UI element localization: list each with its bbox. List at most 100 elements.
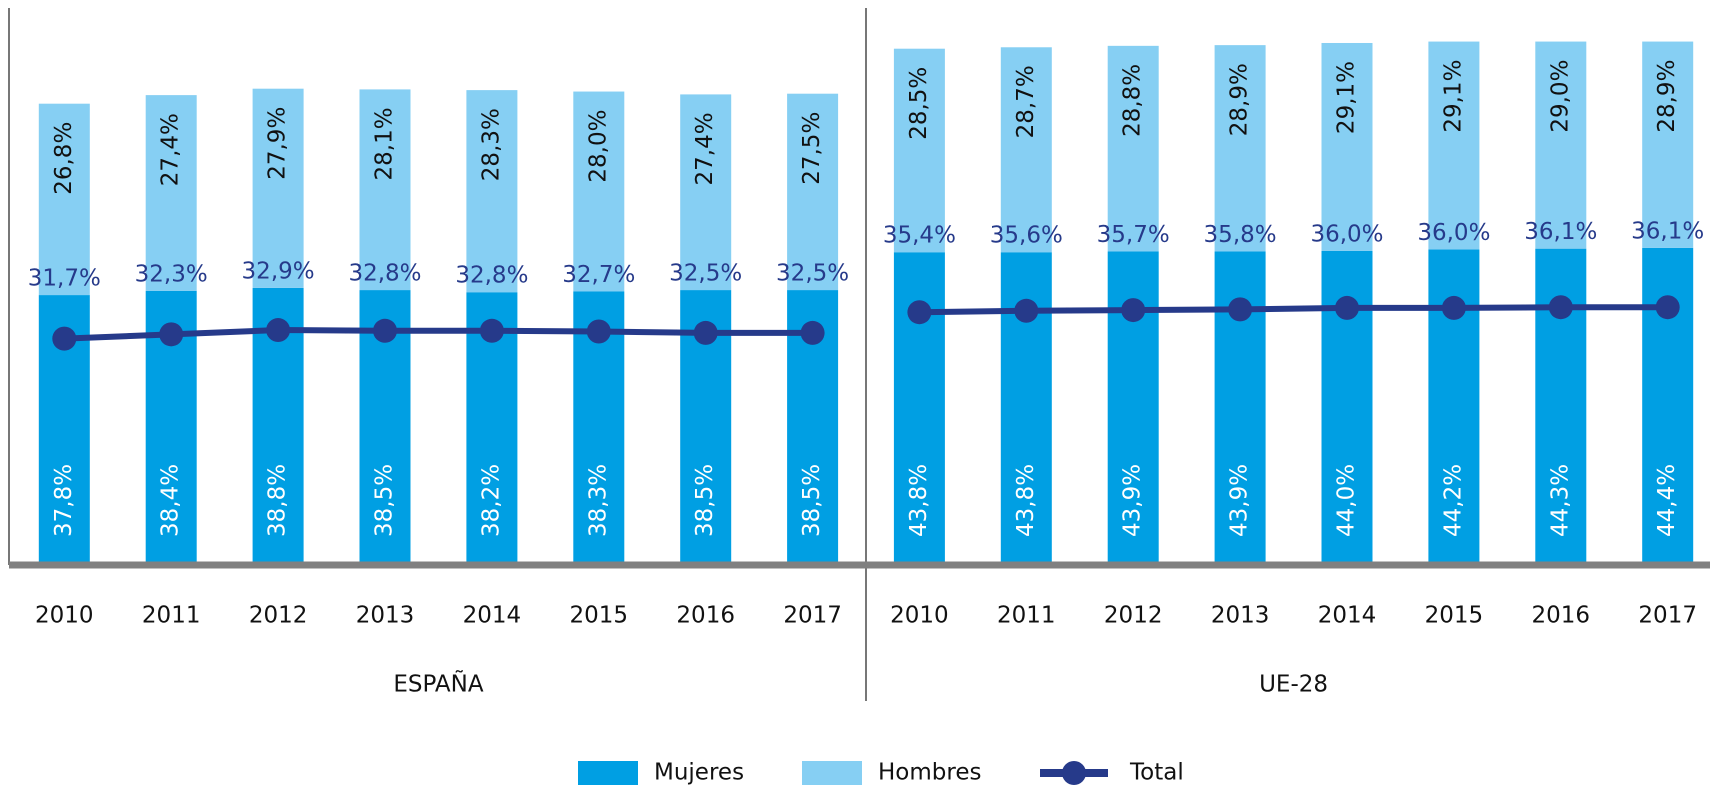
data-label: 36,1%: [1631, 218, 1704, 244]
data-label: 35,6%: [990, 223, 1063, 249]
bar-segment: [1321, 42, 1373, 251]
legend-swatch: [1062, 761, 1086, 785]
line-point: [1014, 298, 1039, 323]
x-tick-label: 2017: [783, 603, 842, 629]
data-label: 28,9%: [1654, 60, 1680, 133]
line-point: [266, 318, 291, 343]
bar-segment: [1535, 41, 1587, 249]
x-tick-label: 2011: [142, 603, 201, 629]
x-tick-label: 2016: [676, 603, 735, 629]
x-tick-label: 2017: [1638, 603, 1697, 629]
data-label: 27,4%: [692, 112, 718, 185]
data-label: 32,3%: [135, 261, 208, 287]
legend-label: Hombres: [878, 760, 981, 786]
data-label: 32,8%: [348, 261, 421, 287]
x-tick-label: 2016: [1532, 603, 1591, 629]
data-label: 28,0%: [585, 110, 611, 183]
legend-swatch: [578, 761, 638, 785]
data-label: 32,8%: [455, 263, 528, 289]
data-label: 28,3%: [478, 108, 504, 181]
x-tick-label: 2010: [35, 603, 94, 629]
bar-segment: [573, 91, 625, 292]
line-point: [1441, 295, 1466, 320]
data-label: 38,5%: [692, 464, 718, 537]
x-tick-label: 2012: [1104, 603, 1163, 629]
data-label: 38,3%: [585, 464, 611, 537]
bar-segment: [1214, 45, 1266, 252]
data-label: 43,9%: [1227, 464, 1253, 537]
bar-segment: [1642, 41, 1694, 248]
x-tick-label: 2011: [997, 603, 1056, 629]
data-label: 29,1%: [1440, 60, 1466, 133]
x-tick-label: 2015: [570, 603, 629, 629]
data-label: 32,5%: [776, 261, 849, 287]
data-label: 43,8%: [906, 464, 932, 537]
data-label: 36,0%: [1417, 220, 1490, 246]
legend-label: Mujeres: [654, 760, 744, 786]
data-label: 27,9%: [265, 107, 291, 180]
data-label: 38,2%: [478, 464, 504, 537]
data-label: 36,1%: [1524, 219, 1597, 245]
data-label: 28,9%: [1227, 63, 1253, 136]
bar-segment: [145, 95, 197, 291]
line: [919, 304, 1668, 316]
data-label: 28,5%: [906, 67, 932, 140]
bar-segment: [252, 88, 304, 288]
data-label: 38,8%: [265, 464, 291, 537]
bar-segment: [466, 90, 518, 293]
data-label: 26,8%: [51, 122, 77, 195]
line-point: [1228, 297, 1253, 322]
data-label: 31,7%: [28, 266, 101, 292]
x-tick-label: 2012: [249, 603, 308, 629]
data-label: 35,7%: [1097, 222, 1170, 248]
x-tick-label: 2010: [890, 603, 949, 629]
x-tick-label: 2013: [356, 603, 415, 629]
data-label: 32,5%: [669, 261, 742, 287]
data-label: 37,8%: [51, 464, 77, 537]
line-point: [907, 300, 932, 325]
line-point: [1335, 295, 1359, 320]
data-label: 32,9%: [242, 258, 315, 284]
line: [64, 327, 813, 342]
bar-segment: [1000, 47, 1052, 253]
data-label: 43,9%: [1120, 464, 1146, 537]
data-label: 28,8%: [1120, 64, 1146, 137]
data-label: 29,0%: [1547, 60, 1573, 133]
bar-segment: [1107, 45, 1159, 252]
bar-segment: [680, 94, 732, 291]
data-label: 44,0%: [1334, 464, 1360, 537]
data-label: 38,4%: [158, 464, 184, 537]
data-label: 27,5%: [799, 112, 825, 185]
x-tick-label: 2014: [463, 603, 522, 629]
bar-segment: [787, 93, 839, 291]
bar-segment: [1428, 41, 1480, 250]
data-label: 44,3%: [1547, 464, 1573, 537]
data-label: 28,7%: [1013, 65, 1039, 138]
legend-swatch: [802, 761, 862, 785]
data-label: 35,8%: [1204, 222, 1277, 248]
line-point: [693, 320, 718, 345]
data-label: 35,4%: [883, 223, 956, 249]
line-point: [1121, 298, 1146, 323]
data-label: 44,4%: [1654, 464, 1680, 537]
data-label: 38,5%: [799, 464, 825, 537]
legend-label: Total: [1129, 760, 1184, 786]
line-point: [52, 326, 77, 351]
line-point: [800, 320, 825, 345]
data-label: 43,8%: [1013, 464, 1039, 537]
x-tick-label: 2015: [1425, 603, 1484, 629]
line-point: [586, 319, 611, 344]
line-point: [373, 318, 397, 343]
bar-segment: [38, 103, 90, 296]
group-label: UE-28: [1259, 672, 1328, 698]
line-point: [1655, 295, 1680, 320]
data-label: 29,1%: [1334, 61, 1360, 134]
line-point: [479, 318, 504, 343]
data-label: 27,4%: [158, 113, 184, 186]
x-tick-label: 2014: [1318, 603, 1377, 629]
data-label: 38,5%: [372, 464, 398, 537]
bar-segment: [359, 89, 411, 291]
x-tick-label: 2013: [1211, 603, 1270, 629]
data-label: 36,0%: [1310, 221, 1383, 247]
